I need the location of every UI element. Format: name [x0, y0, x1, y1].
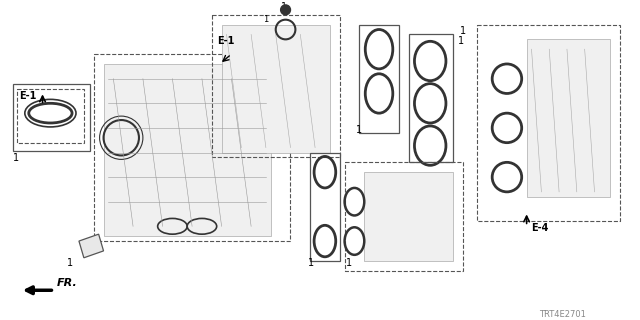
Polygon shape — [364, 172, 453, 261]
Text: 1: 1 — [264, 15, 275, 24]
Polygon shape — [221, 25, 330, 153]
Text: 1: 1 — [281, 2, 287, 12]
Text: FR.: FR. — [56, 278, 77, 288]
Text: 1: 1 — [67, 258, 73, 268]
Text: E-4: E-4 — [532, 223, 549, 233]
Polygon shape — [79, 234, 104, 258]
Text: 1: 1 — [13, 154, 19, 164]
Text: 1: 1 — [458, 36, 464, 46]
Text: 1: 1 — [308, 258, 314, 268]
Text: E-1: E-1 — [217, 36, 234, 46]
Circle shape — [281, 5, 291, 15]
Text: TRT4E2701: TRT4E2701 — [539, 310, 586, 319]
Polygon shape — [527, 39, 611, 197]
Text: 1: 1 — [346, 258, 352, 268]
Text: E-1: E-1 — [19, 91, 36, 100]
Polygon shape — [104, 64, 271, 236]
Text: 1: 1 — [460, 27, 466, 36]
Text: 1: 1 — [356, 125, 362, 135]
